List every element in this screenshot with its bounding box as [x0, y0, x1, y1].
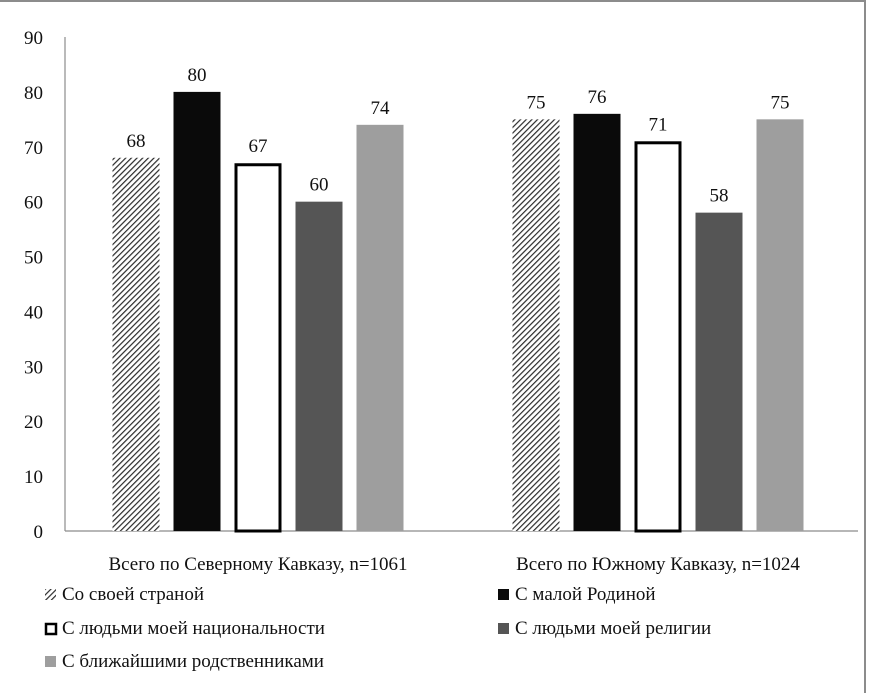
bars	[112, 91, 804, 533]
legend-label: С малой Родиной	[515, 584, 656, 605]
data-label: 74	[371, 98, 391, 119]
legend-label: С людьми моей национальности	[62, 618, 325, 639]
data-label: 58	[710, 186, 729, 207]
bar	[112, 157, 160, 531]
data-label: 68	[127, 131, 146, 152]
legend: Со своей страной С малой Родиной С людьми …	[44, 584, 711, 672]
bar	[695, 212, 743, 531]
legend-label: С ближайшими родственниками	[62, 651, 324, 672]
legend-item: Со своей страной	[45, 584, 204, 605]
legend-swatch	[45, 589, 56, 600]
bar	[356, 124, 404, 532]
bar	[512, 119, 560, 531]
data-label: 75	[527, 92, 546, 113]
bar	[173, 91, 221, 531]
data-label: 60	[310, 175, 329, 196]
legend-swatch	[44, 622, 58, 636]
data-label: 71	[649, 114, 668, 135]
bar	[234, 163, 282, 533]
bar	[573, 113, 621, 531]
data-label: 76	[588, 87, 607, 108]
legend-swatch	[498, 623, 509, 634]
axes: 0 10 20 30 40 50 60 70 80 90 Всего по Северному Ка…	[24, 28, 858, 575]
legend-item: С ближайшими родственниками	[45, 651, 324, 672]
legend-label: Со своей страной	[62, 584, 204, 605]
category-label: Всего по Южному Кавказу, n=1024	[516, 554, 800, 575]
legend-item: С людьми моей религии	[498, 618, 711, 639]
y-tick-label: 0	[34, 522, 44, 543]
legend-item: С людьми моей национальности	[44, 618, 325, 639]
y-tick-label: 80	[24, 83, 43, 104]
bar	[295, 201, 343, 531]
y-tick-label: 70	[24, 138, 43, 159]
legend-swatch	[45, 656, 56, 667]
data-labels: 68 75 80 76 67 71 60 58 74 75	[127, 65, 790, 207]
y-tick-label: 50	[24, 248, 43, 269]
data-label: 80	[188, 65, 207, 86]
legend-swatch	[498, 589, 509, 600]
y-tick-label: 60	[24, 193, 43, 214]
legend-label: С людьми моей религии	[515, 618, 711, 639]
data-label: 67	[249, 136, 268, 157]
y-tick-label: 30	[24, 357, 43, 378]
y-tick-label: 10	[24, 467, 43, 488]
data-label: 75	[771, 92, 790, 113]
y-tick-label: 90	[24, 28, 43, 49]
legend-item: С малой Родиной	[498, 584, 656, 605]
category-label: Всего по Северному Кавказу, n=1061	[108, 554, 407, 575]
bar	[756, 119, 804, 531]
y-tick-label: 40	[24, 302, 43, 323]
y-tick-label: 20	[24, 412, 43, 433]
bar	[634, 141, 682, 533]
